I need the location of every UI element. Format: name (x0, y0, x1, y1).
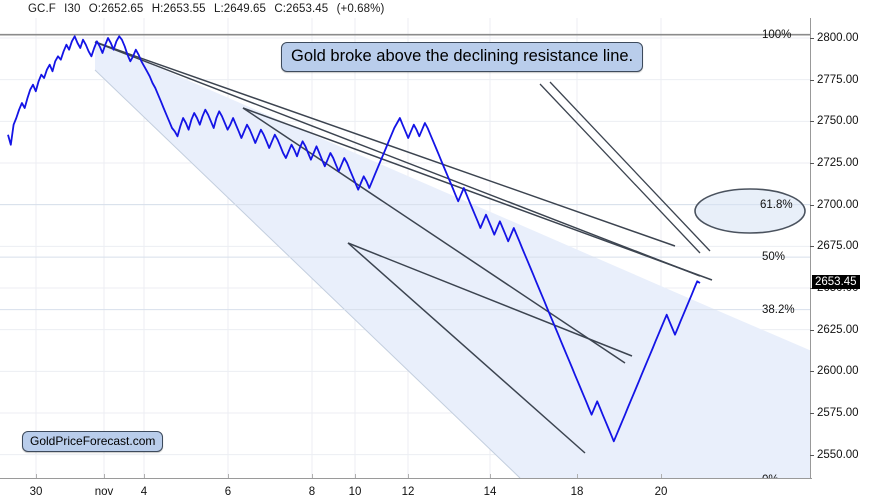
quote-header: GC.F I30 O:2652.65 H:2653.55 L:2649.65 C… (0, 0, 875, 18)
date-axis[interactable]: 30 nov 4 6 8 10 12 14 18 20 (0, 474, 875, 503)
date-tick-mark (312, 474, 313, 478)
date-tick-label: 20 (654, 486, 668, 498)
date-tick-mark (577, 474, 578, 478)
price-tick-mark (810, 121, 814, 123)
price-tick-label: 2700.00 (817, 198, 859, 211)
price-chart-plot[interactable]: 100% 61.8% 50% 38.2% 0% (0, 18, 810, 478)
fib-label-0: 0% (762, 474, 779, 478)
site-watermark: GoldPriceForecast.com (22, 431, 164, 452)
date-tick-label: 30 (29, 486, 43, 498)
date-tick-label: 4 (140, 486, 148, 498)
price-tick-mark (810, 329, 814, 331)
quote-low: L:2649.65 (213, 3, 267, 15)
date-tick-label: 14 (483, 486, 497, 498)
price-tick-label: 2675.00 (817, 240, 859, 253)
annotation-leader-line (539, 81, 711, 254)
price-tick-label: 2800.00 (817, 32, 859, 44)
price-tick-mark (810, 454, 814, 456)
date-tick-label: nov (94, 486, 114, 498)
date-tick-label: 6 (224, 486, 232, 498)
highlight-ellipse (694, 188, 806, 234)
date-tick-label: 12 (401, 486, 415, 498)
trendlines (94, 41, 713, 454)
date-tick-label: 8 (308, 486, 316, 498)
quote-symbol: GC.F (28, 3, 56, 15)
price-tick-mark (810, 413, 814, 414)
date-tick-mark (228, 474, 229, 478)
date-tick-label: 18 (570, 486, 584, 498)
chart-svg (0, 18, 810, 478)
price-tick-label: 2775.00 (817, 73, 859, 86)
price-tick-label: 2575.00 (817, 407, 859, 419)
quote-high: H:2653.55 (151, 3, 206, 15)
fib-label-50: 50% (762, 251, 786, 264)
price-tick-mark (810, 204, 814, 206)
price-tick-mark (810, 38, 814, 39)
price-tick-label: 2750.00 (817, 115, 859, 128)
current-price-badge: 2653.45 (812, 275, 860, 290)
date-tick-mark (408, 474, 409, 478)
price-tick-label: 2625.00 (817, 323, 859, 336)
fib-label-61-8: 61.8% (760, 198, 793, 211)
price-line (7, 35, 701, 443)
price-tick-label: 2725.00 (817, 157, 859, 169)
date-axis-line (0, 478, 812, 479)
fib-label-38-2: 38.2% (762, 303, 795, 316)
price-tick-mark (810, 371, 814, 373)
fib-label-100: 100% (762, 28, 792, 41)
annotation-callout: Gold broke above the declining resistanc… (281, 42, 644, 72)
quote-open: O:2652.65 (88, 3, 144, 15)
date-tick-mark (490, 474, 491, 478)
quote-close: C:2653.45 (274, 3, 329, 15)
date-tick-mark (104, 474, 105, 478)
price-tick-mark (810, 246, 814, 248)
trend-channel (94, 40, 810, 478)
price-axis-line (810, 18, 811, 478)
date-tick-mark (36, 474, 37, 478)
price-tick-label: 2550.00 (817, 448, 859, 461)
price-tick-mark (810, 163, 814, 164)
price-tick-label: 2600.00 (817, 365, 859, 378)
date-tick-mark (355, 474, 356, 478)
price-tick-mark (810, 79, 814, 81)
quote-interval: I30 (64, 3, 81, 15)
fibonacci-levels (0, 33, 810, 311)
date-tick-label: 10 (348, 486, 362, 498)
price-axis[interactable]: 2800.00 2775.00 2750.00 2725.00 2700.00 2675.… (810, 18, 875, 478)
date-tick-mark (661, 474, 662, 478)
quote-change: (+0.68%) (336, 3, 385, 15)
date-tick-mark (144, 474, 145, 478)
